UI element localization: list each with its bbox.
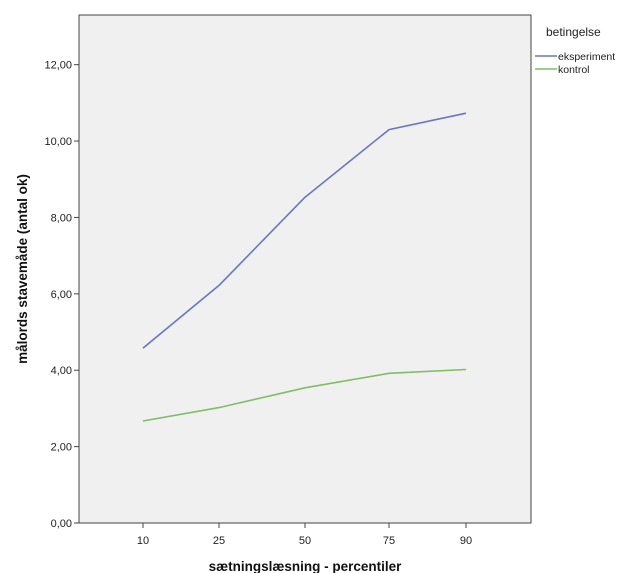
x-tick-label: 25 (213, 535, 225, 547)
y-axis: 0,00 2,00 4,00 6,00 8,00 10,00 12,00 (44, 60, 79, 530)
plot-area (78, 14, 532, 524)
series-line-kontrol (142, 368, 467, 422)
series-lines (142, 112, 467, 422)
x-tick-label: 90 (460, 535, 472, 547)
series-line-eksperiment (142, 112, 467, 349)
x-tick-label: 50 (299, 535, 311, 547)
x-axis: 10 25 50 75 90 (137, 523, 472, 547)
x-tick-label: 10 (137, 535, 149, 547)
legend-label-kontrol: kontrol (558, 64, 590, 76)
y-tick-label: 8,00 (51, 212, 72, 224)
y-tick-label: 12,00 (44, 60, 72, 72)
y-tick-label: 0,00 (51, 518, 72, 530)
legend: betingelse eksperiment kontrol (535, 25, 615, 76)
legend-label-eksperiment: eksperiment (558, 51, 615, 63)
y-tick-label: 6,00 (51, 289, 72, 301)
x-axis-title: sætningslæsning - percentiler (209, 559, 403, 573)
y-axis-title: målords stavemåde (antal ok) (15, 174, 30, 364)
legend-title: betingelse (546, 25, 601, 39)
y-tick-label: 2,00 (51, 442, 72, 454)
y-tick-label: 4,00 (51, 365, 72, 377)
y-tick-label: 10,00 (44, 136, 72, 148)
x-tick-label: 75 (383, 535, 395, 547)
